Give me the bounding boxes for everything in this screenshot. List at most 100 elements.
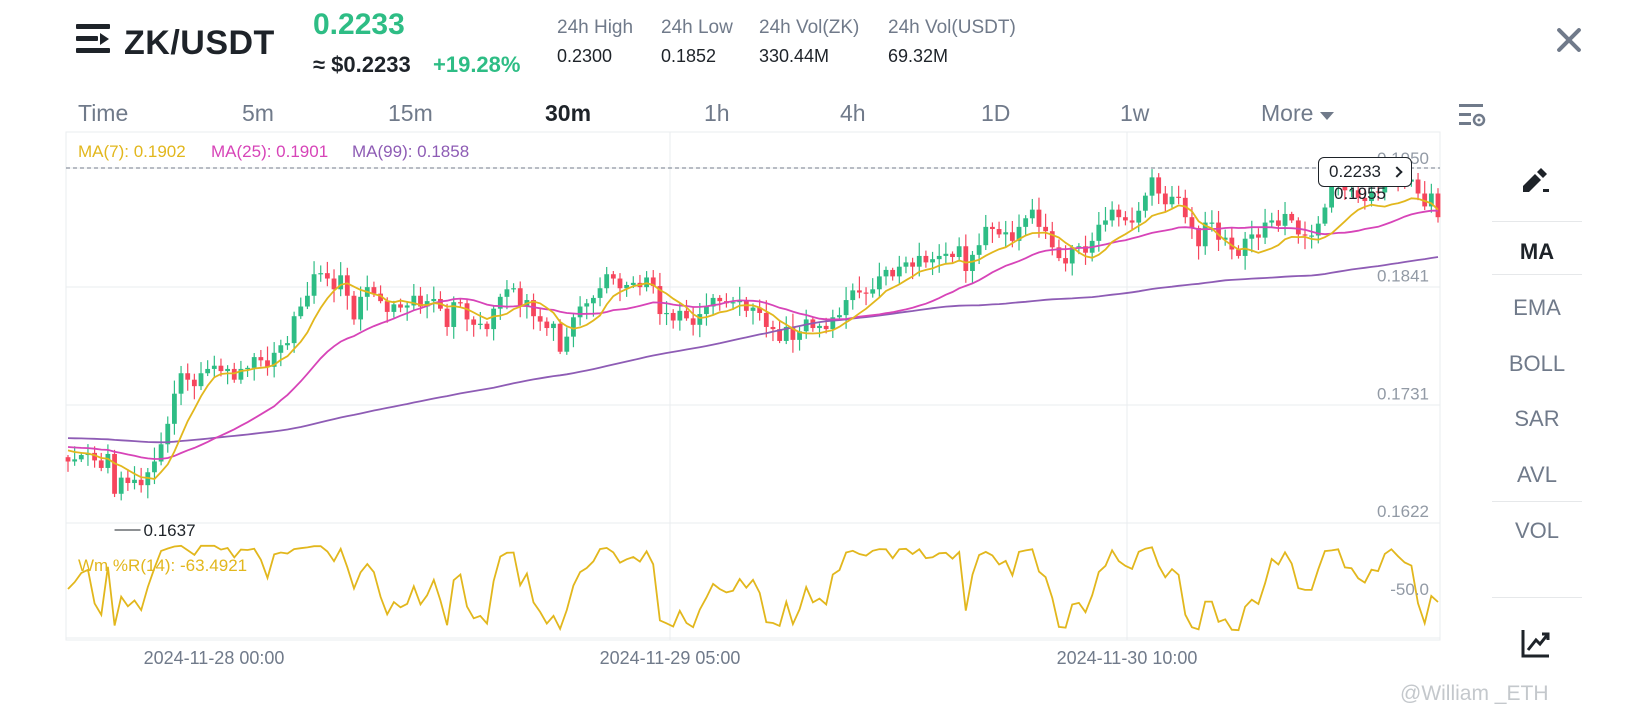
candle bbox=[850, 290, 856, 301]
candle bbox=[910, 262, 916, 267]
approx-price: ≈ $0.2233 bbox=[313, 52, 411, 77]
tab-15m[interactable]: 15m bbox=[388, 100, 433, 126]
candle bbox=[896, 266, 902, 277]
candle bbox=[1043, 226, 1049, 232]
tab-1d[interactable]: 1D bbox=[981, 100, 1011, 126]
indicator-boll[interactable]: BOLL bbox=[1508, 351, 1566, 376]
candle bbox=[1036, 209, 1042, 227]
candle bbox=[278, 345, 284, 353]
candle bbox=[132, 479, 137, 484]
candle bbox=[198, 373, 204, 387]
last-price-tag[interactable]: 0.2233 bbox=[1318, 157, 1412, 187]
candle bbox=[1375, 191, 1381, 193]
candle bbox=[883, 269, 889, 277]
ma99-line bbox=[67, 256, 1439, 444]
indicator-ema[interactable]: EMA bbox=[1513, 295, 1561, 320]
candle bbox=[444, 308, 450, 327]
candle bbox=[830, 317, 836, 330]
candle bbox=[1242, 238, 1248, 256]
legend-williams-r: Wm %R(14): -63.4921 bbox=[78, 556, 248, 575]
low-marker-label: 0.1637 bbox=[144, 521, 196, 540]
tab-4h[interactable]: 4h bbox=[840, 100, 866, 126]
indicator-settings-icon[interactable] bbox=[1519, 626, 1553, 660]
candle bbox=[504, 289, 510, 297]
chevron-down-icon[interactable] bbox=[1320, 112, 1334, 120]
candle bbox=[165, 423, 171, 445]
indicator-vol[interactable]: VOL bbox=[1514, 518, 1560, 543]
candle bbox=[1369, 191, 1374, 202]
candle bbox=[730, 302, 736, 304]
x-tick-label: 2024-11-29 05:00 bbox=[600, 648, 741, 668]
candle bbox=[551, 323, 556, 329]
candle bbox=[238, 368, 244, 380]
candle bbox=[1269, 220, 1275, 223]
toolbar-divider bbox=[1492, 597, 1582, 598]
candle bbox=[870, 289, 876, 294]
candle bbox=[777, 329, 783, 341]
candle bbox=[757, 307, 763, 313]
menu-icon[interactable] bbox=[76, 24, 110, 54]
wr-level-label: -50.0 bbox=[1390, 580, 1429, 599]
candle bbox=[797, 331, 802, 340]
tab-5m[interactable]: 5m bbox=[242, 100, 274, 126]
indicator-ma[interactable]: MA bbox=[1519, 239, 1555, 264]
candle bbox=[604, 274, 610, 289]
candle bbox=[285, 343, 290, 346]
candle bbox=[1129, 220, 1135, 223]
candle bbox=[790, 326, 796, 340]
candle bbox=[1116, 209, 1122, 218]
pair-title[interactable]: ZK/USDT bbox=[124, 24, 275, 62]
williams-r-line bbox=[67, 544, 1439, 632]
candle bbox=[664, 312, 669, 315]
candle bbox=[1056, 247, 1062, 259]
indicator-sar[interactable]: SAR bbox=[1514, 406, 1560, 431]
candle bbox=[1016, 226, 1022, 241]
candle bbox=[557, 323, 563, 352]
candle bbox=[1229, 237, 1235, 250]
candle bbox=[983, 226, 989, 246]
chart-settings-icon[interactable] bbox=[1457, 102, 1487, 128]
candle bbox=[943, 253, 949, 256]
candle bbox=[710, 297, 716, 307]
candle bbox=[1069, 247, 1075, 264]
tab-time[interactable]: Time bbox=[78, 100, 129, 126]
candle bbox=[763, 312, 769, 327]
candle bbox=[92, 452, 98, 461]
header: ZK/USDT 0.2233 ≈ $0.2233 +19.28% 24h Hig… bbox=[0, 0, 1640, 90]
candle bbox=[118, 477, 124, 494]
candle bbox=[577, 306, 583, 318]
candle bbox=[318, 273, 324, 275]
candle bbox=[291, 316, 297, 344]
indicator-avl[interactable]: AVL bbox=[1517, 462, 1557, 487]
close-icon[interactable] bbox=[1553, 24, 1585, 56]
stat-label-low: 24h Low bbox=[661, 17, 733, 38]
candle bbox=[990, 226, 995, 230]
price-markers: 0.1637 0.1955 bbox=[66, 167, 1440, 540]
tab-1w[interactable]: 1w bbox=[1120, 100, 1150, 126]
candle bbox=[1249, 234, 1255, 239]
candle bbox=[1315, 223, 1321, 236]
tab-1h[interactable]: 1h bbox=[704, 100, 730, 126]
candle bbox=[351, 295, 357, 320]
candle bbox=[305, 295, 310, 307]
tab-30m[interactable]: 30m bbox=[545, 100, 592, 126]
candle bbox=[324, 273, 330, 279]
drawing-tool-icon[interactable] bbox=[1517, 160, 1553, 196]
candle bbox=[1076, 246, 1082, 248]
toolbar-divider bbox=[1492, 221, 1582, 222]
chevron-right-icon bbox=[1391, 166, 1403, 178]
tab-more[interactable]: More bbox=[1261, 100, 1314, 126]
candle bbox=[511, 288, 516, 290]
candle bbox=[1422, 193, 1428, 207]
candle bbox=[384, 301, 390, 312]
candle bbox=[471, 319, 477, 325]
candle bbox=[717, 297, 723, 302]
candle bbox=[843, 300, 849, 316]
candle bbox=[404, 305, 410, 308]
candle bbox=[1222, 237, 1228, 240]
candle bbox=[1349, 190, 1354, 192]
candle bbox=[704, 306, 709, 315]
candle bbox=[225, 368, 231, 372]
